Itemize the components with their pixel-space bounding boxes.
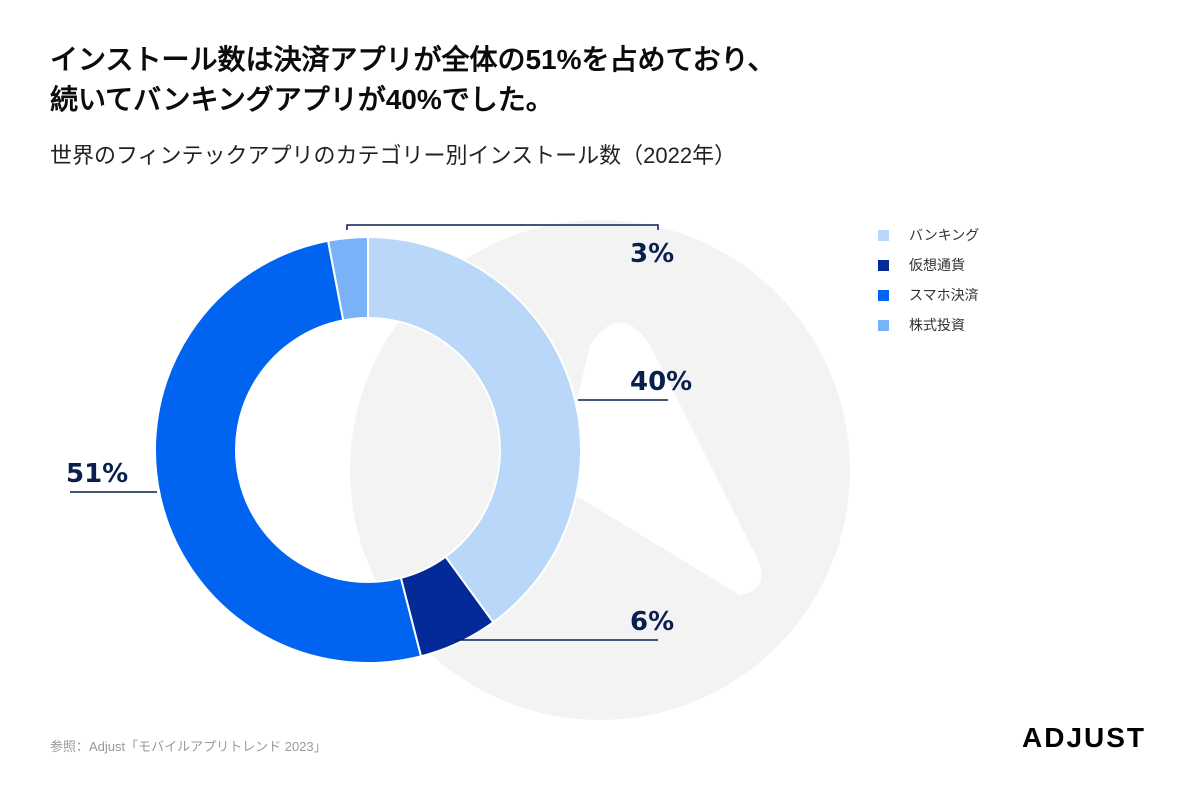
headline-line-1: インストール数は決済アプリが全体の51%を占めており、 xyxy=(50,44,776,75)
legend-item-stocks: 株式投資 xyxy=(878,310,979,340)
data-label-banking: 40% xyxy=(630,367,692,397)
data-label-crypto: 6% xyxy=(630,607,674,637)
legend-swatch xyxy=(878,319,889,331)
slice-stocks xyxy=(326,235,369,322)
legend-label: 株式投資 xyxy=(909,317,965,333)
legend-label: バンキング xyxy=(909,227,980,243)
legend-swatch xyxy=(878,289,889,301)
slice-banking xyxy=(367,235,582,624)
legend: バンキング 仮想通貨 スマホ決済 株式投資 xyxy=(878,220,979,340)
legend-label: スマホ決済 xyxy=(909,287,979,303)
legend-item-mobile-payment: スマホ決済 xyxy=(878,280,979,310)
data-label-stocks: 3% xyxy=(630,239,674,269)
slice-mobile-payment xyxy=(154,239,423,664)
headline-line-2: 続いてバンキングアプリが40%でした。 xyxy=(50,84,554,115)
source-note: 参照：Adjust「モバイルアプリトレンド 2023」 xyxy=(50,739,327,754)
data-label-mobile-payment: 51% xyxy=(66,459,128,489)
legend-label: 仮想通貨 xyxy=(909,257,965,273)
legend-item-banking: バンキング xyxy=(878,220,979,250)
headline: インストール数は決済アプリが全体の51%を占めており、 続いてバンキングアプリが… xyxy=(50,40,950,120)
legend-swatch xyxy=(878,259,889,271)
legend-item-crypto: 仮想通貨 xyxy=(878,250,979,280)
chart-title: 世界のフィンテックアプリのカテゴリー別インストール数（2022年） xyxy=(50,143,737,168)
leader-line-stocks xyxy=(346,224,659,230)
brand-logo: ADJUST xyxy=(1022,722,1147,753)
legend-swatch xyxy=(878,229,889,241)
